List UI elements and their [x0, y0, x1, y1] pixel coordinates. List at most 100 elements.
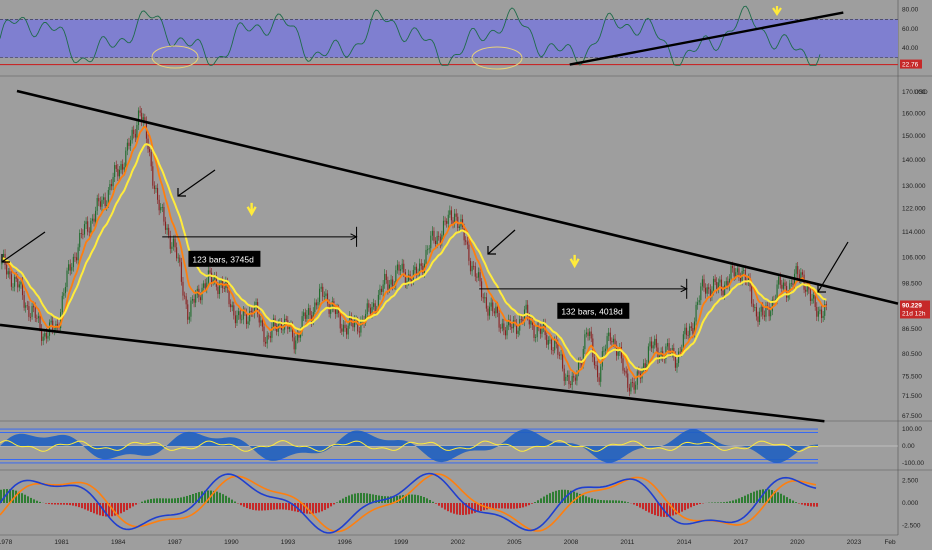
- macd-hist-bar: [714, 502, 716, 503]
- macd-hist-bar: [462, 503, 464, 515]
- macd-hist-bar: [465, 503, 467, 515]
- macd-hist-bar: [492, 503, 494, 509]
- macd-hist-bar: [642, 503, 644, 510]
- candle-body: [385, 273, 387, 281]
- time-tick-label: 1984: [111, 539, 126, 546]
- macd-hist-bar: [279, 503, 281, 510]
- countdown-label: 21d 12h: [902, 310, 926, 317]
- candle-body: [776, 284, 778, 300]
- macd-hist-bar: [426, 498, 428, 503]
- candle-body: [535, 337, 537, 338]
- candle-body: [550, 339, 553, 351]
- macd-hist-bar: [213, 490, 215, 503]
- candle-body: [323, 296, 325, 297]
- candle-body: [12, 286, 14, 288]
- macd-hist-bar: [693, 503, 695, 506]
- macd-hist-bar: [783, 495, 785, 503]
- macd-hist-bar: [378, 495, 380, 503]
- macd-hist-bar: [129, 503, 131, 509]
- candle-body: [174, 238, 176, 248]
- price-tick-label: 67.500: [902, 413, 922, 420]
- candle-body: [585, 332, 588, 335]
- candle-body: [482, 297, 484, 299]
- candle-body: [801, 272, 804, 275]
- time-tick-label: 1996: [337, 539, 352, 546]
- candle-body: [490, 302, 492, 307]
- candle-body: [45, 333, 47, 339]
- candle-body: [770, 311, 772, 317]
- candle-body: [814, 295, 816, 307]
- candle-body: [187, 304, 189, 320]
- candle-body: [757, 316, 759, 322]
- candle-body: [190, 300, 192, 317]
- macd-hist-bar: [432, 501, 434, 503]
- macd-hist-bar: [15, 490, 17, 503]
- candle-body: [727, 281, 729, 286]
- macd-hist-bar: [645, 503, 647, 511]
- candle-body: [179, 257, 181, 263]
- macd-hist-bar: [396, 495, 398, 503]
- candle-body: [118, 169, 120, 177]
- candle-body: [771, 299, 773, 312]
- candle-body: [712, 278, 715, 291]
- rsi-tick-label: 60.00: [902, 26, 919, 33]
- candle-body: [528, 315, 530, 325]
- candle-body: [184, 295, 186, 297]
- macd-hist-bar: [321, 503, 323, 512]
- candle-body: [430, 235, 432, 249]
- macd-hist-bar: [696, 503, 698, 505]
- candle-body: [584, 334, 586, 350]
- price-tick-label: 106.000: [902, 255, 926, 262]
- candle-body: [253, 306, 256, 314]
- measure-label-box: [557, 302, 630, 319]
- candle-body: [63, 293, 65, 296]
- last-price-box: [900, 300, 930, 319]
- price-tick-label: 71.500: [902, 393, 922, 400]
- macd-hist-bar: [363, 493, 365, 503]
- candle-body: [158, 199, 160, 211]
- candle-body: [411, 280, 413, 282]
- macd-hist-bar: [153, 498, 155, 503]
- candle-body: [763, 315, 765, 317]
- macd-hist-bar: [192, 494, 194, 503]
- candle-body: [374, 303, 376, 312]
- candle-body: [102, 197, 105, 200]
- candle-body: [7, 271, 9, 275]
- macd-hist-bar: [756, 490, 758, 503]
- macd-hist-bar: [294, 503, 296, 512]
- candle-body: [630, 382, 632, 392]
- candle-body: [61, 295, 63, 313]
- candle-body: [25, 305, 27, 308]
- candle-body: [245, 312, 248, 325]
- candle-body: [666, 343, 669, 347]
- candle-body: [315, 302, 317, 306]
- macd-hist-bar: [27, 496, 29, 503]
- candle-body: [395, 270, 397, 285]
- macd-hist-bar: [99, 503, 101, 516]
- candle-body: [608, 332, 610, 337]
- macd-hist-bar: [564, 489, 566, 503]
- time-tick-label: 2011: [620, 539, 634, 546]
- candle-body: [539, 327, 541, 334]
- candle-body: [104, 197, 106, 206]
- candle-body: [199, 297, 202, 301]
- time-tick-label: Feb: [884, 539, 896, 546]
- candle-body: [373, 303, 375, 307]
- macd-hist-bar: [51, 503, 53, 505]
- candle-body: [816, 306, 818, 317]
- candle-body: [620, 347, 622, 359]
- macd-hist-bar: [495, 503, 497, 509]
- macd-hist-bar: [594, 499, 596, 503]
- candle-body: [209, 270, 211, 273]
- candle-body: [347, 325, 349, 335]
- macd-hist-bar: [699, 503, 701, 505]
- price-tick-label: 150.000: [902, 133, 926, 140]
- candle-body: [36, 317, 38, 319]
- candle-body: [326, 293, 329, 304]
- time-tick-label: 1987: [168, 539, 183, 546]
- macd-hist-bar: [738, 498, 740, 503]
- macd-hist-bar: [759, 489, 761, 503]
- candle-body: [149, 149, 151, 152]
- candle-body: [77, 247, 79, 261]
- candle-body: [236, 315, 238, 324]
